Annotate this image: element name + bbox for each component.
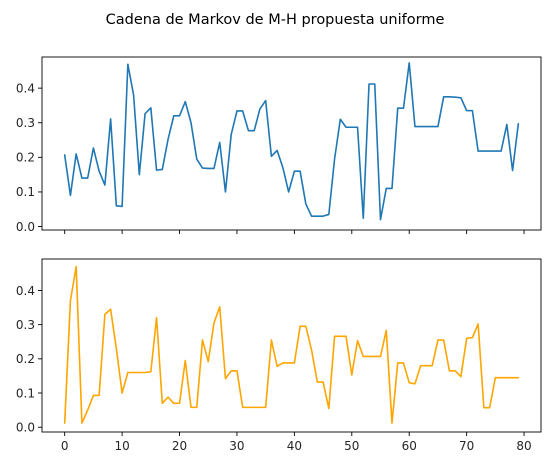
bottom-x-tick-label: 70: [459, 439, 474, 453]
top-y-tick-label: 0.4: [16, 81, 35, 95]
bottom-y-tick-label: 0.2: [16, 352, 35, 366]
bottom-x-tick-label: 60: [402, 439, 417, 453]
bottom-y-tick-label: 0.3: [16, 318, 35, 332]
bottom-series-line: [63, 265, 520, 424]
top-y-tick-label: 0.1: [16, 185, 35, 199]
bottom-x-tick-label: 40: [287, 439, 302, 453]
bottom-x-tick-label: 50: [344, 439, 359, 453]
bottom-x-tick-label: 80: [516, 439, 531, 453]
bottom-x-tick-label: 30: [229, 439, 244, 453]
bottom-axes-frame: [41, 258, 542, 433]
top-plot: 0.0 0.1 0.2 0.3 0.4: [16, 56, 542, 234]
top-axes-frame: [41, 56, 542, 231]
bottom-x-tick-label: 0: [61, 439, 69, 453]
top-y-tick-label: 0.2: [16, 151, 35, 165]
bottom-x-tick-label: 20: [172, 439, 187, 453]
bottom-y-tick-label: 0.0: [16, 421, 35, 435]
top-y-tick-label: 0.3: [16, 116, 35, 130]
bottom-plot: 0.0 0.1 0.2 0.3 0.4 0 10 20 30 40 50 60 70 80: [16, 258, 542, 453]
top-series-line: [63, 62, 520, 221]
bottom-y-tick-label: 0.1: [16, 386, 35, 400]
bottom-y-tick-label: 0.4: [16, 284, 35, 298]
bottom-x-tick-label: 10: [114, 439, 129, 453]
top-y-tick-label: 0.0: [16, 220, 35, 234]
figure-title: Cadena de Markov de M-H propuesta unifor…: [106, 12, 445, 28]
